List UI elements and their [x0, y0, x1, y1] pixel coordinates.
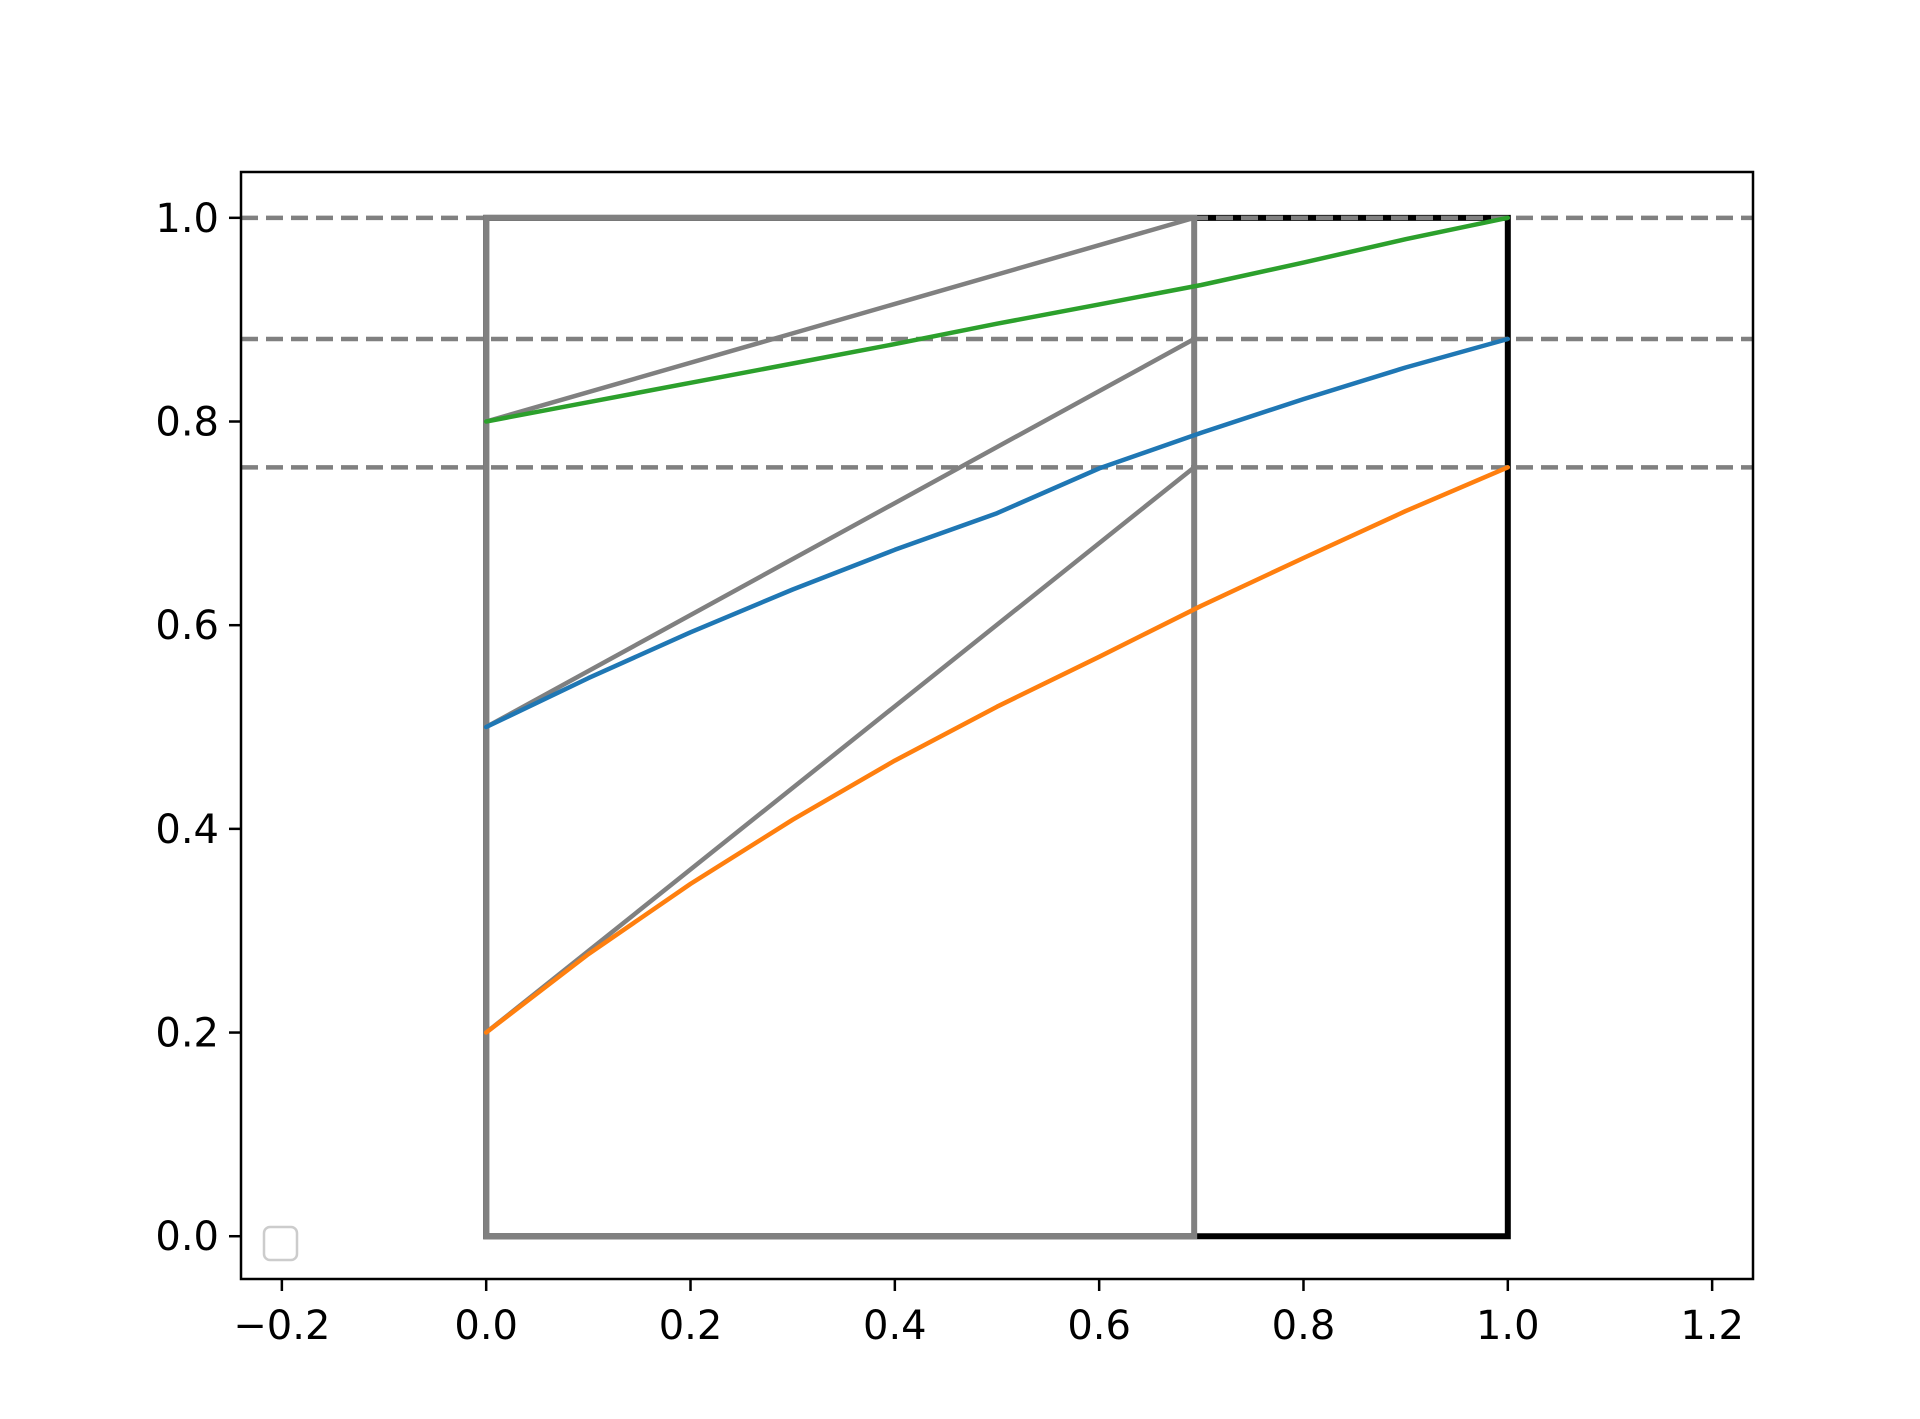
series-line — [483, 336, 1511, 730]
series-line — [483, 215, 1511, 424]
x-tick-label: 1.2 — [1680, 1303, 1744, 1349]
y-axis: 0.0 0.2 0.4 0.6 0.8 1.0 — [155, 196, 241, 1260]
axes-frame — [239, 170, 1755, 1281]
legend-box — [262, 1225, 299, 1262]
plot-area — [241, 214, 1753, 1240]
x-tick-label: 0.8 — [1272, 1303, 1336, 1349]
series-line — [483, 465, 1511, 1035]
x-tick-label: 0.6 — [1067, 1303, 1131, 1349]
chord-segment — [483, 465, 1197, 1035]
y-tick-label: 0.8 — [155, 400, 219, 446]
x-tick-label: −0.2 — [233, 1303, 330, 1349]
y-tick-label: 1.0 — [155, 196, 219, 242]
y-tick-label: 0.6 — [155, 603, 219, 649]
chord-segment — [483, 336, 1197, 730]
chord-segment — [483, 215, 1197, 424]
x-tick-label: 0.2 — [659, 1303, 723, 1349]
x-tick-label: 1.0 — [1476, 1303, 1540, 1349]
x-axis: −0.2 0.0 0.2 0.4 0.6 0.8 1.0 1.2 — [233, 1279, 1744, 1349]
x-tick-label: 0.0 — [454, 1303, 518, 1349]
y-tick-label: 0.4 — [155, 807, 219, 853]
x-tick-label: 0.4 — [863, 1303, 927, 1349]
y-tick-label: 0.2 — [155, 1011, 219, 1057]
y-tick-label: 0.0 — [155, 1214, 219, 1260]
